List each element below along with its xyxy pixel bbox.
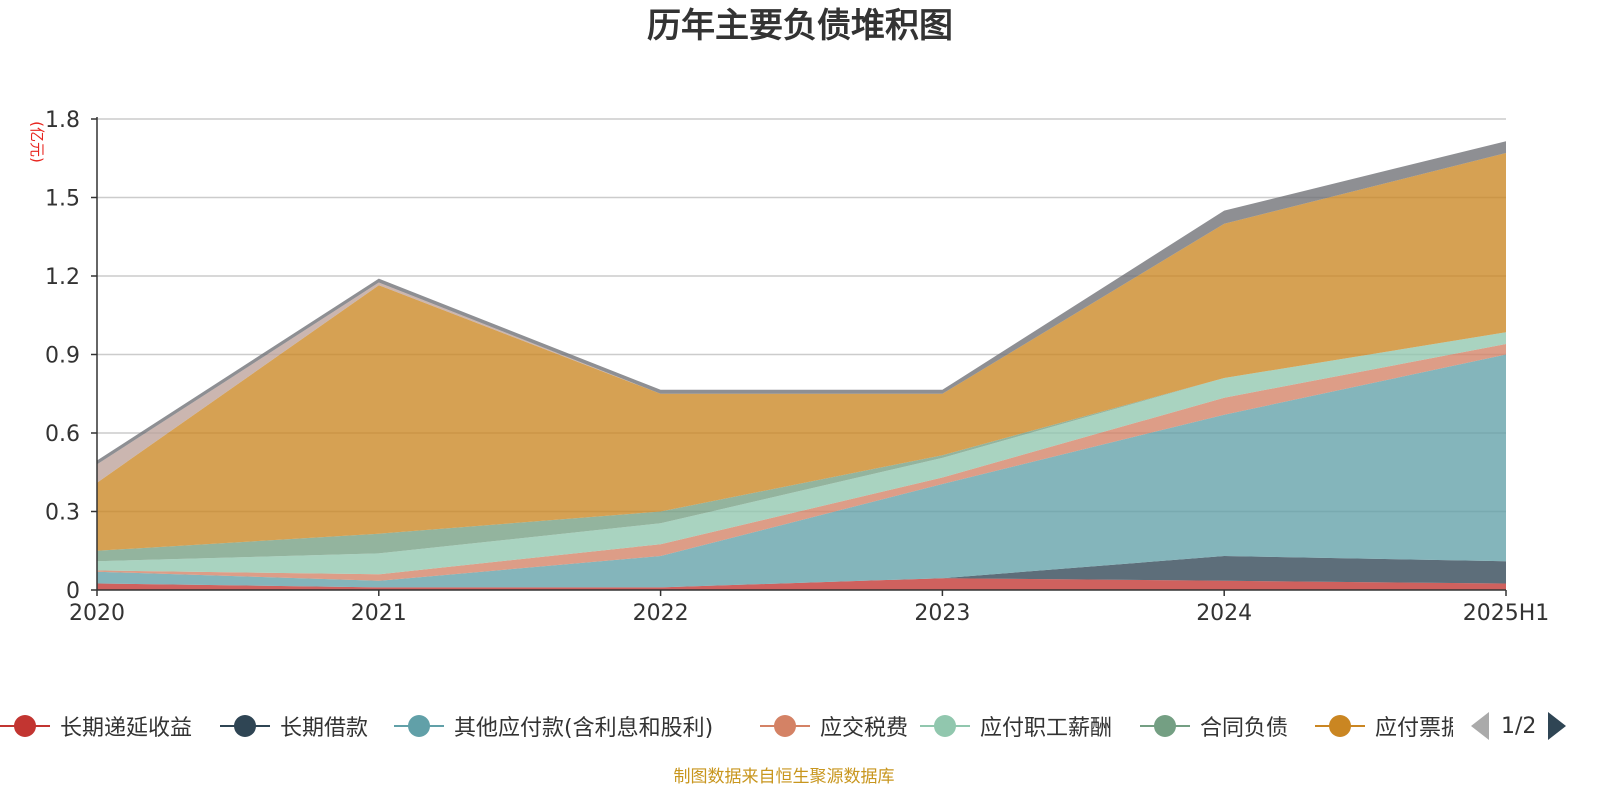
area-series-2 — [97, 354, 1506, 588]
legend-label: 长期递延收益 — [60, 716, 193, 741]
legend-item[interactable]: 其他应付款(含利息和股利) — [394, 706, 713, 746]
legend-pager: 1/2 — [1471, 706, 1567, 746]
area-series-1 — [97, 556, 1506, 588]
legend-label: 应付票据 — [1375, 716, 1453, 741]
legend-prev-page-icon[interactable] — [1471, 712, 1489, 740]
legend-marker-icon — [1140, 706, 1190, 746]
legend-next-page-icon[interactable] — [1548, 712, 1567, 740]
y-axis-unit: (亿元) — [28, 121, 46, 163]
x-tick-label: 2021 — [351, 601, 407, 626]
legend-item[interactable]: 合同负债 — [1140, 706, 1288, 746]
legend-label: 长期借款 — [280, 716, 369, 741]
x-tick-label: 2020 — [69, 601, 125, 626]
y-tick-label: 0.9 — [45, 344, 80, 369]
x-tick-label: 2022 — [633, 601, 689, 626]
legend-item[interactable]: 应付票据 — [1315, 706, 1453, 746]
area-series-4 — [97, 332, 1506, 575]
source-note: 制图数据来自恒生聚源数据库 — [673, 767, 895, 787]
chart-plot: 0 0.3 0.6 0.9 1.2 1.5 1.8 2020 2021 2022 2023 2024 2… — [28, 108, 1549, 626]
legend-marker-icon — [760, 706, 810, 746]
legend-label: 合同负债 — [1200, 716, 1289, 741]
x-tick-label: 2025H1 — [1463, 601, 1550, 626]
axes: 0 0.3 0.6 0.9 1.2 1.5 1.8 2020 2021 2022 2023 2024 2… — [45, 108, 1549, 626]
area-series-0 — [97, 578, 1506, 590]
legend-label: 应交税费 — [820, 716, 909, 741]
legend-item[interactable]: 应付职工薪酬 — [920, 706, 1112, 746]
legend-marker-icon — [1315, 706, 1365, 746]
legend-marker-icon — [394, 706, 444, 746]
legend-marker-icon — [0, 706, 50, 746]
legend: 长期递延收益 长期借款 其他应付款(含利息和股利) 应交税费 应付职工薪酬 合同负债 应付票… — [0, 706, 1600, 746]
legend-item[interactable]: 应交税费 — [760, 706, 908, 746]
legend-marker-icon — [920, 706, 970, 746]
y-tick-label: 1.2 — [45, 265, 80, 290]
legend-page-indicator: 1/2 — [1501, 713, 1537, 739]
legend-item[interactable]: 长期借款 — [220, 706, 368, 746]
area-series-layer — [97, 141, 1506, 590]
y-tick-label: 1.5 — [45, 187, 80, 212]
legend-items: 长期递延收益 长期借款 其他应付款(含利息和股利) 应交税费 应付职工薪酬 合同负债 应付票… — [0, 706, 1453, 746]
legend-label: 应付职工薪酬 — [980, 716, 1113, 741]
y-tick-label: 0.6 — [45, 422, 80, 447]
area-series-6 — [97, 153, 1506, 551]
legend-label: 其他应付款(含利息和股利) — [454, 716, 714, 741]
x-tick-label: 2023 — [914, 601, 970, 626]
y-tick-label: 0.3 — [45, 501, 80, 526]
legend-item[interactable]: 长期递延收益 — [0, 706, 192, 746]
legend-marker-icon — [220, 706, 270, 746]
y-tick-label: 0 — [66, 579, 80, 604]
y-tick-label: 1.8 — [45, 108, 80, 133]
x-tick-label: 2024 — [1196, 601, 1252, 626]
chart-title: 历年主要负债堆积图 — [647, 6, 953, 46]
